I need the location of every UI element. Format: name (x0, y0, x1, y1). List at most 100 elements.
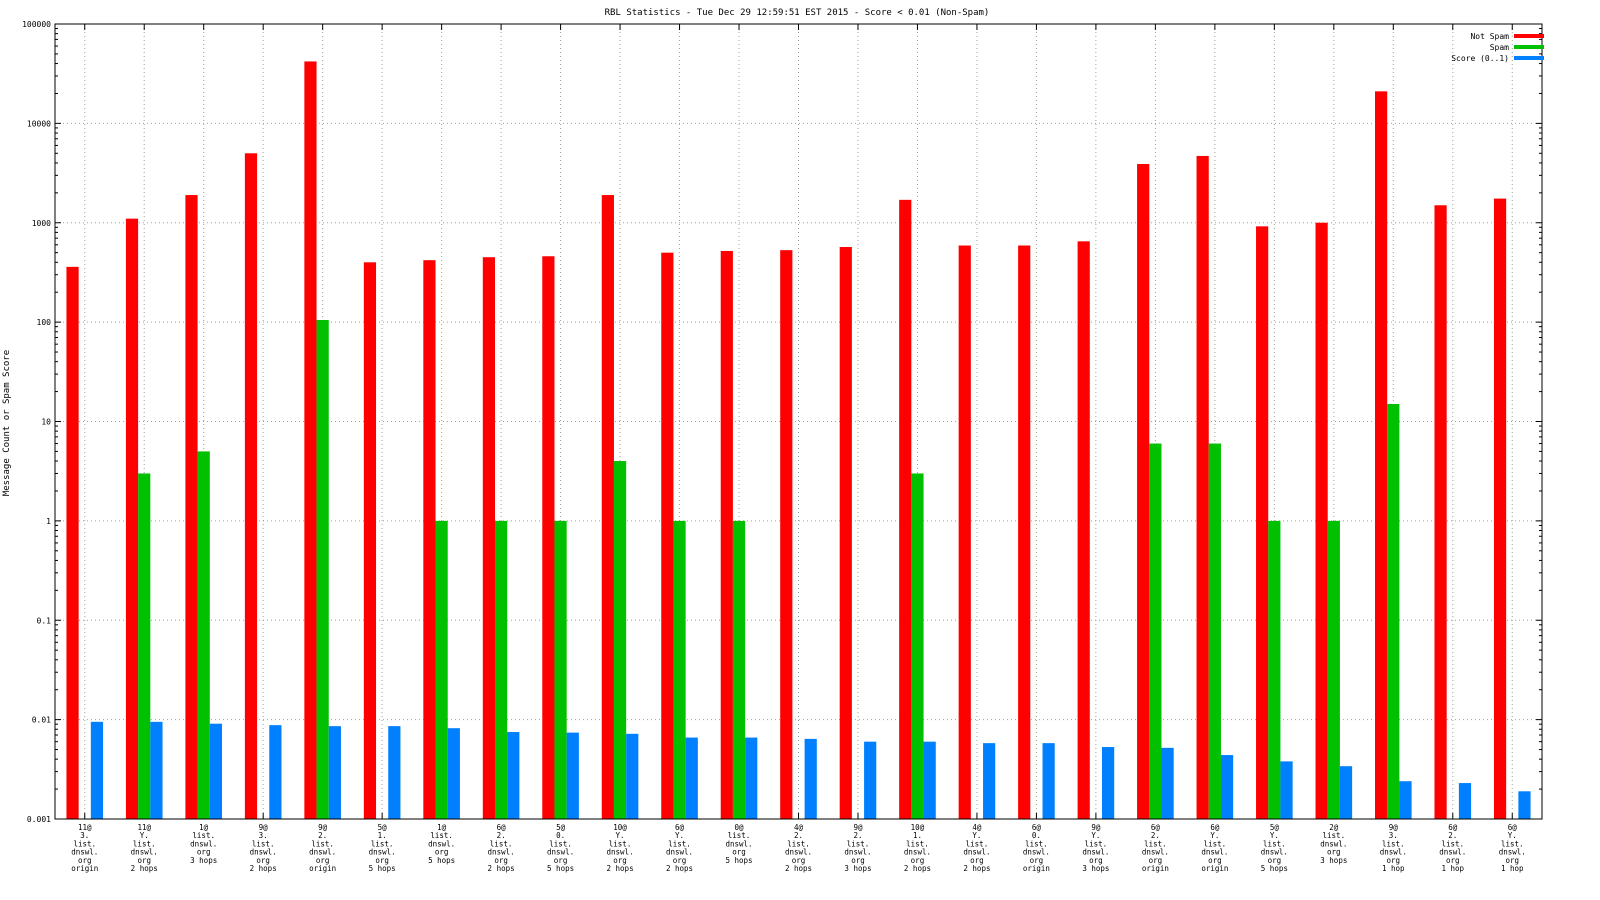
x-tick-label: list. (1501, 839, 1524, 848)
bar-not-spam (1493, 198, 1507, 820)
x-tick-label: 2. (318, 831, 327, 840)
x-tick-label: dnswl. (190, 839, 217, 848)
x-tick-label: list. (311, 839, 334, 848)
x-tick-label: 6@ (1151, 823, 1161, 832)
x-tick-label: 9@ (853, 823, 863, 832)
x-tick-label: list. (1204, 839, 1227, 848)
bar-spam (197, 451, 210, 819)
x-tick-label: list. (1323, 831, 1346, 840)
x-tick-label: 6@ (1210, 823, 1220, 832)
x-tick-label: 6@ (675, 823, 685, 832)
x-tick-label: 2. (853, 831, 862, 840)
x-tick-label: origin (1023, 864, 1050, 873)
bar-spam (911, 473, 924, 819)
x-tick-label: 2. (794, 831, 803, 840)
x-tick-label: 1 hop (1501, 864, 1524, 873)
x-tick-label: org (1505, 856, 1519, 865)
y-tick-label: 100 (37, 318, 52, 327)
bar-not-spam (720, 250, 733, 819)
x-tick-label: org (316, 856, 330, 865)
bar-spam (673, 520, 686, 819)
x-tick-label: 9@ (1389, 823, 1399, 832)
x-tick-label: org (375, 856, 389, 865)
bar-score-0-1 (1042, 743, 1055, 819)
x-tick-label: list. (192, 831, 215, 840)
x-tick-label: 3. (259, 831, 268, 840)
bar-score-0-1 (804, 738, 817, 819)
bar-spam (1149, 443, 1162, 819)
x-tick-label: list. (73, 839, 96, 848)
x-tick-label: 2@ (1329, 823, 1339, 832)
x-tick-label: dnswl. (547, 848, 574, 857)
x-tick-label: dnswl. (1320, 839, 1347, 848)
x-tick-label: org (494, 856, 508, 865)
x-tick-label: 1. (378, 831, 387, 840)
x-tick-label: origin (1142, 864, 1169, 873)
x-tick-label: dnswl. (904, 848, 931, 857)
x-tick-label: 5 hops (428, 856, 455, 865)
bar-score-0-1 (507, 732, 520, 819)
bar-score-0-1 (1399, 781, 1412, 819)
x-tick-label: list. (371, 839, 394, 848)
bar-spam (613, 461, 627, 819)
x-tick-label: list. (549, 839, 572, 848)
bar-score-0-1 (269, 725, 282, 819)
bar-spam (316, 320, 329, 819)
bar-score-0-1 (983, 743, 996, 819)
legend-swatch (1514, 34, 1544, 38)
x-tick-label: 3 hops (1320, 856, 1347, 865)
y-tick-label: 1000 (32, 219, 51, 228)
bar-score-0-1 (1161, 747, 1174, 819)
x-tick-label: 3 hops (190, 856, 217, 865)
x-tick-label: Y. (972, 831, 981, 840)
x-tick-label: org (78, 856, 92, 865)
x-tick-label: origin (309, 864, 336, 873)
x-tick-label: list. (430, 831, 453, 840)
x-tick-label: dnswl. (1142, 848, 1169, 857)
x-tick-label: 2 hops (666, 864, 693, 873)
x-tick-label: 0. (1032, 831, 1041, 840)
x-tick-label: 2 hops (488, 864, 515, 873)
bar-score-0-1 (566, 732, 579, 819)
x-tick-label: list. (847, 839, 870, 848)
x-tick-label: list. (490, 839, 513, 848)
bar-score-0-1 (864, 741, 877, 819)
x-tick-label: 3 hops (844, 864, 871, 873)
x-tick-label: list. (133, 839, 156, 848)
x-tick-label: 1@ (437, 823, 447, 832)
x-tick-label: Y. (616, 831, 625, 840)
x-tick-label: 2. (497, 831, 506, 840)
x-tick-label: org (435, 848, 449, 857)
x-tick-label: dnswl. (309, 848, 336, 857)
legend-swatch (1514, 45, 1544, 49)
bar-score-0-1 (90, 721, 104, 819)
x-tick-label: 1. (913, 831, 922, 840)
x-tick-label: list. (1441, 839, 1464, 848)
x-tick-label: 9@ (259, 823, 269, 832)
x-tick-label: dnswl. (844, 848, 871, 857)
bar-not-spam (601, 195, 614, 820)
x-tick-label: org (1446, 856, 1460, 865)
x-tick-label: list. (906, 839, 929, 848)
plot-frame (54, 23, 1543, 820)
x-tick-label: Y. (1508, 831, 1517, 840)
legend-label: Score (0..1) (1451, 54, 1509, 63)
x-tick-label: 3 hops (1082, 864, 1109, 873)
x-tick-label: 6@ (497, 823, 507, 832)
y-tick-label: 10000 (27, 119, 51, 128)
bar-score-0-1 (150, 721, 163, 819)
x-tick-label: 3. (1389, 831, 1398, 840)
x-tick-label: 10@ (613, 823, 627, 832)
bar-score-0-1 (923, 741, 936, 819)
bar-not-spam (1137, 164, 1150, 820)
bar-not-spam (304, 61, 317, 820)
bar-score-0-1 (1220, 755, 1234, 819)
x-tick-label: 4@ (794, 823, 804, 832)
bar-not-spam (780, 250, 793, 819)
legend-swatch (1514, 56, 1544, 60)
x-tick-label: dnswl. (1261, 848, 1288, 857)
x-tick-label: 9@ (318, 823, 328, 832)
x-tick-label: 1 hop (1441, 864, 1464, 873)
x-tick-label: 1@ (199, 823, 209, 832)
y-tick-label: 0.01 (32, 716, 51, 725)
